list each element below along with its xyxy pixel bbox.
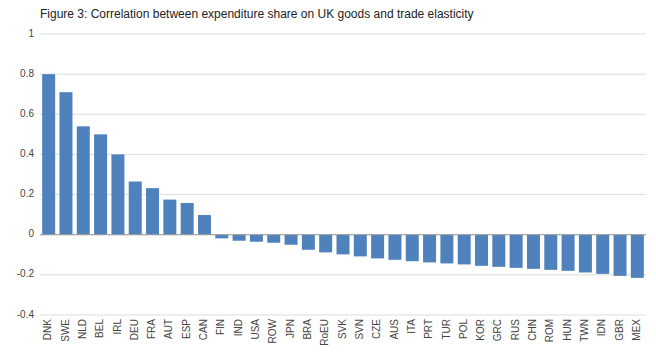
y-tick-label: 0.4	[20, 148, 34, 159]
grid-line	[40, 154, 646, 155]
y-tick-label: 0.8	[20, 68, 34, 79]
grid-line	[40, 234, 646, 235]
bar	[77, 126, 90, 234]
bar	[388, 235, 401, 260]
bar	[371, 235, 384, 259]
chart-container: Figure 3: Correlation between expenditur…	[0, 0, 656, 357]
bar	[423, 235, 436, 263]
x-tick-label: ITA	[406, 319, 417, 334]
bar	[181, 203, 194, 235]
grid-line	[40, 74, 646, 75]
bar	[129, 182, 142, 235]
y-tick-label: -0.2	[17, 268, 35, 279]
bar	[354, 235, 367, 257]
x-tick-label: PRT	[423, 319, 434, 339]
x-tick-label: IDN	[596, 319, 607, 336]
x-tick-label: DNK	[42, 319, 53, 340]
bar	[233, 235, 246, 241]
x-tick-label: GBR	[614, 319, 625, 341]
x-tick-label: BRA	[302, 319, 313, 340]
grid-line	[40, 34, 646, 35]
bar	[562, 235, 575, 271]
bar	[42, 74, 55, 235]
bar	[285, 235, 298, 245]
x-tick-label: KOR	[475, 319, 486, 341]
bar	[215, 235, 228, 239]
grid	[40, 34, 646, 315]
bar	[631, 235, 644, 278]
x-tick-label: CHN	[527, 319, 538, 341]
bar	[527, 235, 540, 269]
x-tick-label: TWN	[579, 319, 590, 342]
bar	[111, 154, 124, 234]
x-tick-label: AUT	[163, 319, 174, 339]
x-tick-label: FIN	[215, 319, 226, 335]
x-tick-label: RoEU	[319, 319, 330, 346]
grid-line	[40, 315, 646, 316]
x-tick-label: NLD	[77, 319, 88, 339]
x-tick-label: HUN	[562, 319, 573, 341]
x-tick-label: BEL	[94, 319, 105, 338]
y-tick-label: 0	[28, 228, 34, 239]
bar	[146, 188, 159, 235]
x-tick-label: AUS	[389, 319, 400, 340]
bar	[250, 235, 263, 242]
x-tick-label: GRC	[492, 319, 503, 341]
x-tick-label: CZE	[371, 319, 382, 339]
bar	[337, 235, 350, 255]
x-tick-label: SWE	[60, 319, 71, 342]
bar	[267, 235, 280, 243]
y-tick-label: 0.2	[20, 188, 34, 199]
bar	[94, 134, 107, 234]
x-tick-label: FRA	[146, 319, 157, 339]
x-tick-label: SVN	[354, 319, 365, 340]
y-tick-label: 1	[28, 28, 34, 39]
bar	[458, 235, 471, 265]
x-tick-label: ROW	[267, 318, 278, 343]
x-tick-label: SVK	[337, 319, 348, 339]
bar	[596, 235, 609, 274]
bar	[163, 200, 176, 235]
x-tick-label: USA	[250, 319, 261, 340]
bar	[302, 235, 315, 250]
bar	[614, 235, 627, 276]
x-tick-label: ESP	[181, 319, 192, 339]
bar	[319, 235, 332, 253]
x-tick-label: TUR	[441, 319, 452, 340]
x-tick-label: JPN	[285, 319, 296, 338]
x-tick-label: DEU	[129, 319, 140, 340]
bar	[510, 235, 523, 268]
zero-line	[40, 234, 646, 235]
bar	[492, 235, 505, 267]
bar	[475, 235, 488, 266]
bar	[59, 92, 72, 235]
bar	[579, 235, 592, 273]
y-tick-label: -0.4	[17, 309, 35, 320]
chart: Figure 3: Correlation between expenditur…	[0, 0, 656, 357]
bar	[198, 215, 211, 235]
bars	[42, 74, 644, 278]
x-tick-label: RUS	[510, 319, 521, 340]
x-tick-label: POL	[458, 319, 469, 339]
x-tick-label: CAN	[198, 319, 209, 340]
bar	[544, 235, 557, 270]
x-tick-label: IRL	[112, 319, 123, 335]
y-tick-label: 0.6	[20, 108, 34, 119]
grid-line	[40, 114, 646, 115]
title: Figure 3: Correlation between expenditur…	[40, 7, 474, 21]
x-tick-label: MEX	[631, 319, 642, 341]
bar	[440, 235, 453, 264]
grid-line	[40, 274, 646, 275]
x-tick-label: IND	[233, 319, 244, 336]
x-tick-label: ROM	[544, 319, 555, 342]
bar	[406, 235, 419, 261]
